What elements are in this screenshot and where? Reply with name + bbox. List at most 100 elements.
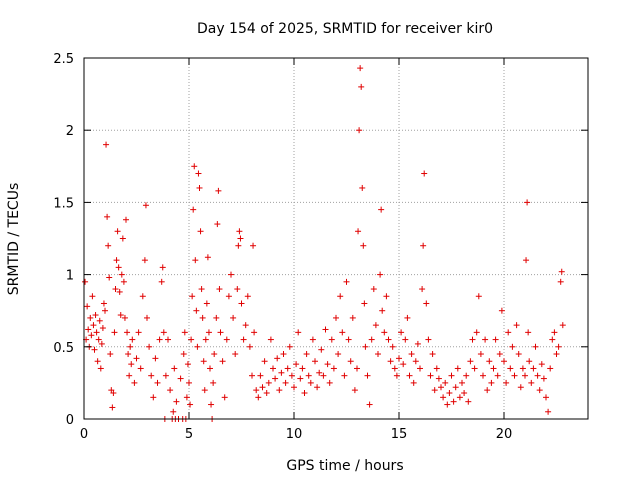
data-point <box>473 329 480 336</box>
data-point <box>328 336 335 343</box>
data-point <box>119 235 126 242</box>
data-point <box>378 206 385 213</box>
data-point <box>517 384 524 391</box>
data-point <box>265 379 272 386</box>
data-point <box>184 361 191 368</box>
data-point <box>257 372 264 379</box>
data-point <box>180 351 187 358</box>
data-point <box>404 314 411 321</box>
data-point <box>314 384 321 391</box>
data-point <box>103 141 110 148</box>
data-point <box>219 358 226 365</box>
data-point <box>389 343 396 350</box>
data-point <box>162 372 169 379</box>
data-point <box>509 343 516 350</box>
data-point <box>286 343 293 350</box>
data-point <box>291 384 297 391</box>
data-point <box>91 346 98 353</box>
data-point <box>326 379 333 386</box>
data-point <box>301 390 308 397</box>
data-point <box>211 351 218 358</box>
data-point <box>234 286 241 293</box>
data-point <box>297 375 304 382</box>
data-point <box>467 358 474 365</box>
data-point <box>156 336 163 343</box>
data-point <box>201 387 208 394</box>
data-point <box>488 379 495 386</box>
data-point <box>109 404 116 411</box>
data-point <box>194 343 201 350</box>
data-point <box>253 387 260 394</box>
data-point <box>492 336 499 343</box>
data-point <box>200 358 207 365</box>
data-point <box>208 401 215 408</box>
data-point <box>530 365 537 372</box>
data-point <box>370 286 377 293</box>
plot-frame <box>83 57 589 420</box>
data-point <box>429 351 436 358</box>
x-tick-label: 20 <box>496 427 513 442</box>
data-point <box>228 271 234 278</box>
data-point <box>408 351 415 358</box>
data-point <box>375 351 381 358</box>
data-point <box>192 257 199 264</box>
data-point <box>90 322 97 329</box>
data-point <box>494 372 501 379</box>
data-point <box>255 394 262 401</box>
y-tick-label: 0.5 <box>53 341 74 356</box>
data-point <box>111 329 118 336</box>
data-point <box>159 264 166 271</box>
data-point <box>355 228 362 235</box>
data-point <box>107 351 114 358</box>
data-point <box>440 394 447 401</box>
data-point <box>515 351 522 358</box>
data-point <box>547 365 554 372</box>
data-point <box>191 163 198 170</box>
data-point <box>104 213 111 220</box>
data-point <box>117 312 124 319</box>
data-point <box>526 358 533 365</box>
data-point <box>188 336 195 343</box>
data-point <box>361 300 368 307</box>
data-point <box>322 326 329 333</box>
data-point <box>213 314 220 321</box>
x-tick-label: 10 <box>286 427 303 442</box>
data-point <box>148 372 155 379</box>
data-point <box>126 372 133 379</box>
data-point <box>236 228 243 235</box>
data-point <box>139 293 146 300</box>
data-point <box>540 375 547 382</box>
data-point <box>398 329 405 336</box>
data-point <box>351 387 358 394</box>
data-point <box>131 379 138 386</box>
chart-title: Day 154 of 2025, SRMTID for receiver kir… <box>197 21 493 37</box>
data-point <box>135 329 142 336</box>
data-point <box>419 286 426 293</box>
data-point <box>543 394 549 401</box>
data-point <box>490 365 497 372</box>
data-point <box>549 336 556 343</box>
data-point <box>217 329 224 336</box>
data-point <box>223 336 230 343</box>
data-point <box>501 358 507 365</box>
data-point <box>121 314 128 321</box>
data-point <box>341 372 348 379</box>
data-point <box>359 184 366 191</box>
data-point <box>187 401 194 408</box>
data-point <box>276 387 283 394</box>
data-point <box>214 221 221 228</box>
data-point <box>123 216 129 223</box>
data-point <box>190 206 197 213</box>
data-point <box>112 286 119 293</box>
data-point <box>154 379 161 386</box>
data-point <box>358 83 365 90</box>
data-point <box>232 351 239 358</box>
data-point <box>354 365 360 372</box>
data-point <box>282 379 289 386</box>
data-point <box>528 379 535 386</box>
data-point <box>150 394 157 401</box>
data-point <box>557 278 564 285</box>
data-point <box>555 343 562 350</box>
data-point <box>357 65 364 72</box>
data-point <box>360 242 367 249</box>
